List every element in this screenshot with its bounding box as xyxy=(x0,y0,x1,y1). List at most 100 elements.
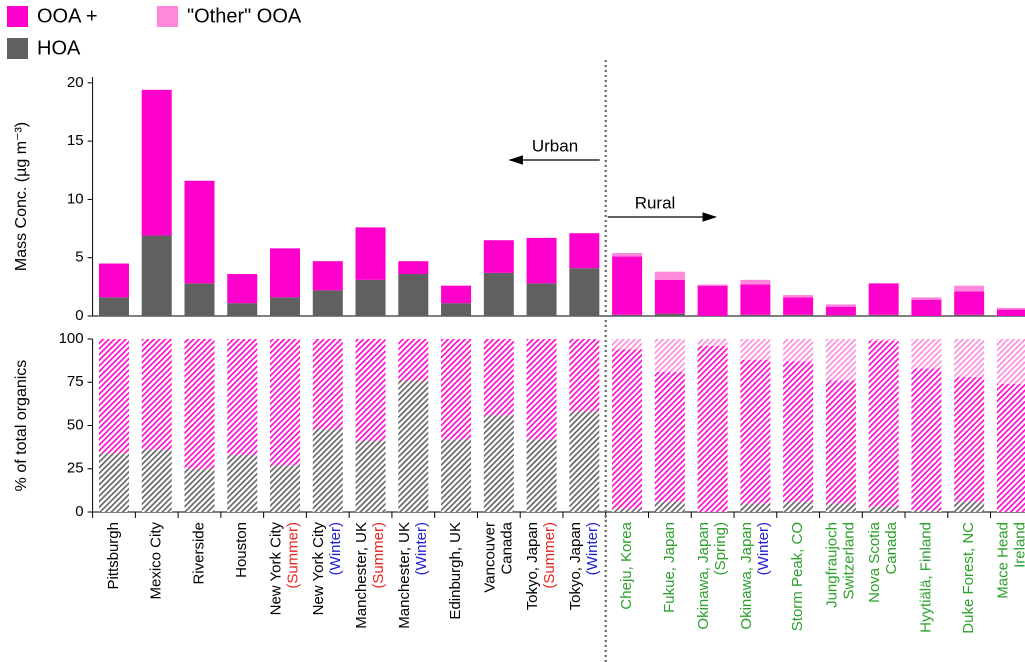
bar-segment xyxy=(868,340,899,507)
bar-segment xyxy=(398,380,429,512)
bar-segment xyxy=(398,339,429,381)
bar-segment xyxy=(825,380,856,504)
bar-segment xyxy=(98,339,129,454)
bar-segment xyxy=(740,284,771,315)
bar-segment xyxy=(483,272,514,316)
bar-segment xyxy=(654,371,685,502)
bar-segment xyxy=(911,368,942,511)
bar-segment xyxy=(569,411,600,512)
y-tick-label: 75 xyxy=(67,373,84,390)
bar-segment xyxy=(612,253,643,257)
bar-segment xyxy=(270,297,301,316)
bar-segment xyxy=(911,299,942,316)
bar-segment xyxy=(697,339,728,346)
bar-segment xyxy=(654,501,685,512)
x-tick-label: Pittsburgh xyxy=(105,522,122,590)
bar-segment xyxy=(441,339,472,440)
bar-segment xyxy=(441,439,472,512)
bar-segment xyxy=(312,290,343,316)
bar-segment xyxy=(483,240,514,273)
bar-segment xyxy=(697,284,728,286)
bar-segment xyxy=(569,268,600,316)
bar-segment xyxy=(868,506,899,512)
bar-segment xyxy=(868,314,899,316)
y-tick-label: 25 xyxy=(67,460,84,477)
x-tick-label: Cheju, Korea xyxy=(618,521,635,609)
bar-segment xyxy=(312,261,343,291)
bar-segment xyxy=(483,415,514,512)
region-label: Urban xyxy=(532,136,578,155)
bar-segment xyxy=(526,339,557,440)
bar-segment xyxy=(526,439,557,512)
bar-segment xyxy=(954,314,985,316)
legend-swatch xyxy=(157,6,178,27)
bar-segment xyxy=(526,237,557,284)
x-tick-label: (Spring) xyxy=(712,522,729,575)
bar-segment xyxy=(783,295,814,298)
bar-segment xyxy=(911,339,942,369)
bar-segment xyxy=(911,297,942,300)
bar-segment xyxy=(612,314,643,316)
bar-segment xyxy=(783,314,814,316)
bar-segment xyxy=(868,339,899,341)
x-tick-label: Canada xyxy=(883,521,900,574)
bar-segment xyxy=(740,359,771,504)
bar-segment xyxy=(612,339,643,350)
bar-segment xyxy=(398,274,429,316)
bar-segment xyxy=(98,297,129,316)
y-tick-label: 20 xyxy=(67,74,84,91)
bar-segment xyxy=(141,235,172,316)
x-tick-label: Okinawa, Japan xyxy=(695,522,712,630)
bar-segment xyxy=(996,339,1025,384)
bar-segment xyxy=(184,180,215,284)
x-tick-label: (Winter) xyxy=(327,522,344,575)
bar-segment xyxy=(825,315,856,316)
x-tick-label: Ireland xyxy=(1011,522,1025,568)
x-tick-label: Okinawa, Japan xyxy=(738,522,755,630)
y-tick-label: 100 xyxy=(59,330,84,347)
bar-segment xyxy=(954,501,985,512)
bar-segment xyxy=(184,339,215,469)
legend-label: OOA + xyxy=(37,5,98,27)
bar-segment xyxy=(954,285,985,292)
bar-segment xyxy=(654,339,685,372)
bar-segment xyxy=(740,279,771,285)
bar-segment xyxy=(441,303,472,316)
x-tick-label: (Summer) xyxy=(284,522,301,589)
bar-segment xyxy=(227,303,258,316)
bar-segment xyxy=(783,501,814,512)
x-tick-label: New York City xyxy=(267,522,284,616)
bar-segment xyxy=(654,279,685,314)
bar-segment xyxy=(441,285,472,304)
x-tick-label: (Summer) xyxy=(541,522,558,589)
x-tick-label: Mace Head xyxy=(994,522,1011,599)
bar-segment xyxy=(740,503,771,512)
x-tick-label: Fukue, Japan xyxy=(661,522,678,613)
bar-segment xyxy=(996,307,1025,310)
bar-segment xyxy=(697,345,728,512)
x-tick-label: (Winter) xyxy=(413,522,430,575)
bar-segment xyxy=(227,339,258,455)
bar-segment xyxy=(783,297,814,315)
x-tick-label: Mexico City xyxy=(148,522,165,600)
bar-segment xyxy=(184,283,215,316)
y-tick-label: 15 xyxy=(67,132,84,149)
bar-segment xyxy=(911,510,942,512)
bar-segment xyxy=(355,339,386,442)
bar-segment xyxy=(654,271,685,280)
bar-segment xyxy=(954,291,985,315)
bar-segment xyxy=(483,339,514,416)
x-tick-label: Nova Scotia xyxy=(866,521,883,603)
bar-segment xyxy=(184,468,215,512)
bar-segment xyxy=(825,339,856,381)
x-tick-label: Vancouver xyxy=(481,522,498,593)
bar-segment xyxy=(227,454,258,512)
x-tick-label: Tokyo, Japan xyxy=(524,522,541,610)
bar-segment xyxy=(996,383,1025,512)
bar-segment xyxy=(398,261,429,275)
bar-segment xyxy=(141,339,172,450)
bar-segment xyxy=(141,89,172,236)
x-tick-label: Canada xyxy=(498,521,515,574)
x-tick-label: New York City xyxy=(310,522,327,616)
